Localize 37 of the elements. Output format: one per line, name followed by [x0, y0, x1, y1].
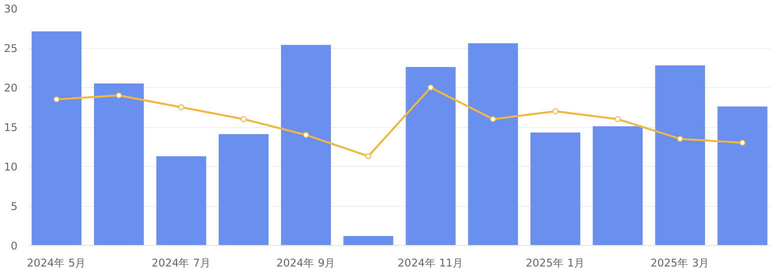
- point: [116, 92, 122, 98]
- point: [614, 116, 621, 122]
- point: [552, 108, 558, 114]
- y-tick-label: 5: [10, 200, 18, 213]
- point: [178, 104, 184, 110]
- point: [365, 153, 372, 160]
- y-tick-label: 15: [4, 121, 18, 134]
- point: [739, 140, 746, 146]
- y-tick-label: 10: [4, 160, 18, 174]
- y-tick-label: 25: [4, 42, 18, 55]
- y-tick-label: 20: [4, 82, 18, 94]
- bar: [655, 65, 706, 246]
- bar: [406, 66, 456, 246]
- point: [490, 116, 496, 122]
- bar: [281, 44, 331, 246]
- point: [428, 84, 434, 90]
- bar: [156, 156, 206, 246]
- bar: [468, 43, 518, 246]
- x-tick-label: 2024年 11月: [398, 256, 464, 270]
- x-tick-label: 2025年 3月: [650, 256, 710, 270]
- bar: [94, 84, 144, 246]
- bar: [530, 132, 580, 246]
- x-tick-label: 2024年 9月: [276, 256, 336, 270]
- x-tick-label: 2024年 7月: [152, 256, 211, 270]
- y-tick-label: 0: [10, 240, 18, 252]
- y-tick-label: 30: [4, 2, 18, 16]
- point: [302, 132, 309, 138]
- bar: [32, 31, 82, 246]
- point: [240, 116, 247, 122]
- bar: [592, 126, 643, 246]
- bar: [343, 236, 394, 246]
- x-tick-label: 2024年 5月: [26, 256, 86, 270]
- bar: [718, 106, 768, 246]
- point: [677, 136, 684, 142]
- bar: [218, 134, 269, 246]
- point: [54, 96, 60, 102]
- x-tick-label: 2025年 1月: [526, 256, 586, 270]
